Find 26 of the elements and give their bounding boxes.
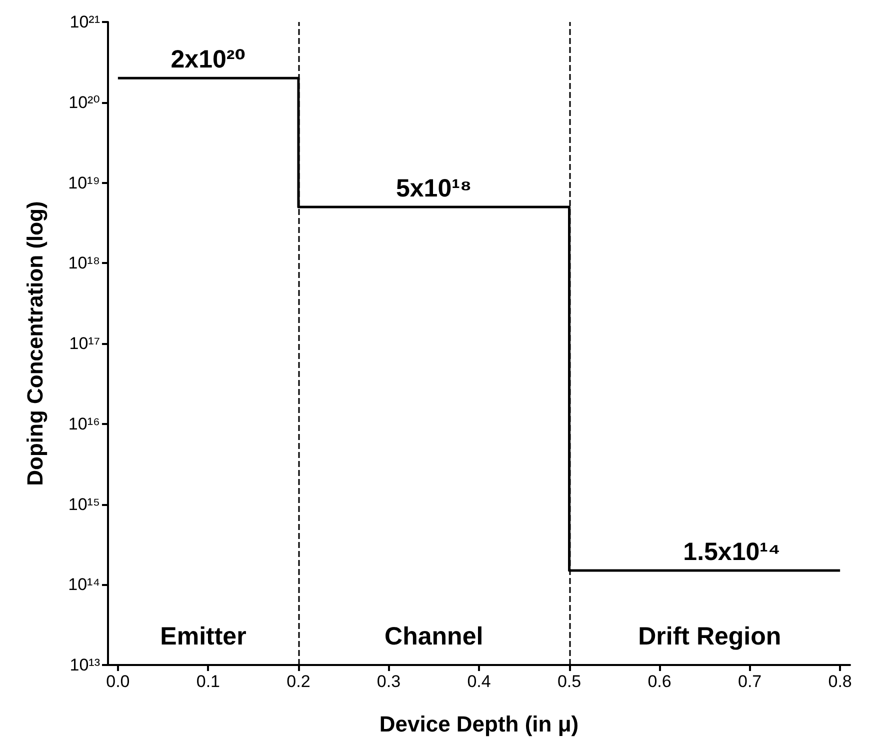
y-tick-label: 10²¹: [70, 12, 100, 32]
x-tick-label: 0.4: [467, 672, 491, 691]
annotation: Channel: [384, 622, 484, 650]
x-axis-title: Device Depth (in μ): [379, 712, 579, 736]
x-tick-label: 0.1: [196, 672, 220, 691]
annotation: 1.5x10¹⁴: [683, 538, 780, 566]
annotation: Emitter: [160, 622, 247, 650]
x-tick-label: 0.6: [648, 672, 672, 691]
annotation: Drift Region: [638, 622, 782, 650]
x-tick-label: 0.0: [106, 672, 130, 691]
x-tick-label: 0.8: [828, 672, 852, 691]
x-tick-label: 0.7: [738, 672, 762, 691]
y-tick-label: 10¹⁶: [68, 414, 100, 434]
y-tick-label: 10¹⁸: [68, 254, 100, 273]
y-tick-label: 10¹⁹: [68, 173, 100, 192]
annotation: 2x10²⁰: [170, 46, 246, 74]
y-axis-title: Doping Concentration (log): [22, 201, 48, 486]
y-tick-label: 10¹⁵: [68, 494, 100, 514]
y-tick-label: 10¹⁷: [69, 334, 100, 353]
x-tick-label: 0.5: [557, 672, 582, 691]
y-tick-label: 10²⁰: [68, 92, 100, 112]
y-tick-label: 10¹³: [70, 656, 100, 674]
x-tick-label: 0.3: [376, 672, 401, 691]
x-tick-label: 0.2: [286, 672, 310, 691]
annotation: 5x10¹⁸: [396, 174, 472, 202]
y-tick-label: 10¹⁴: [68, 575, 100, 594]
